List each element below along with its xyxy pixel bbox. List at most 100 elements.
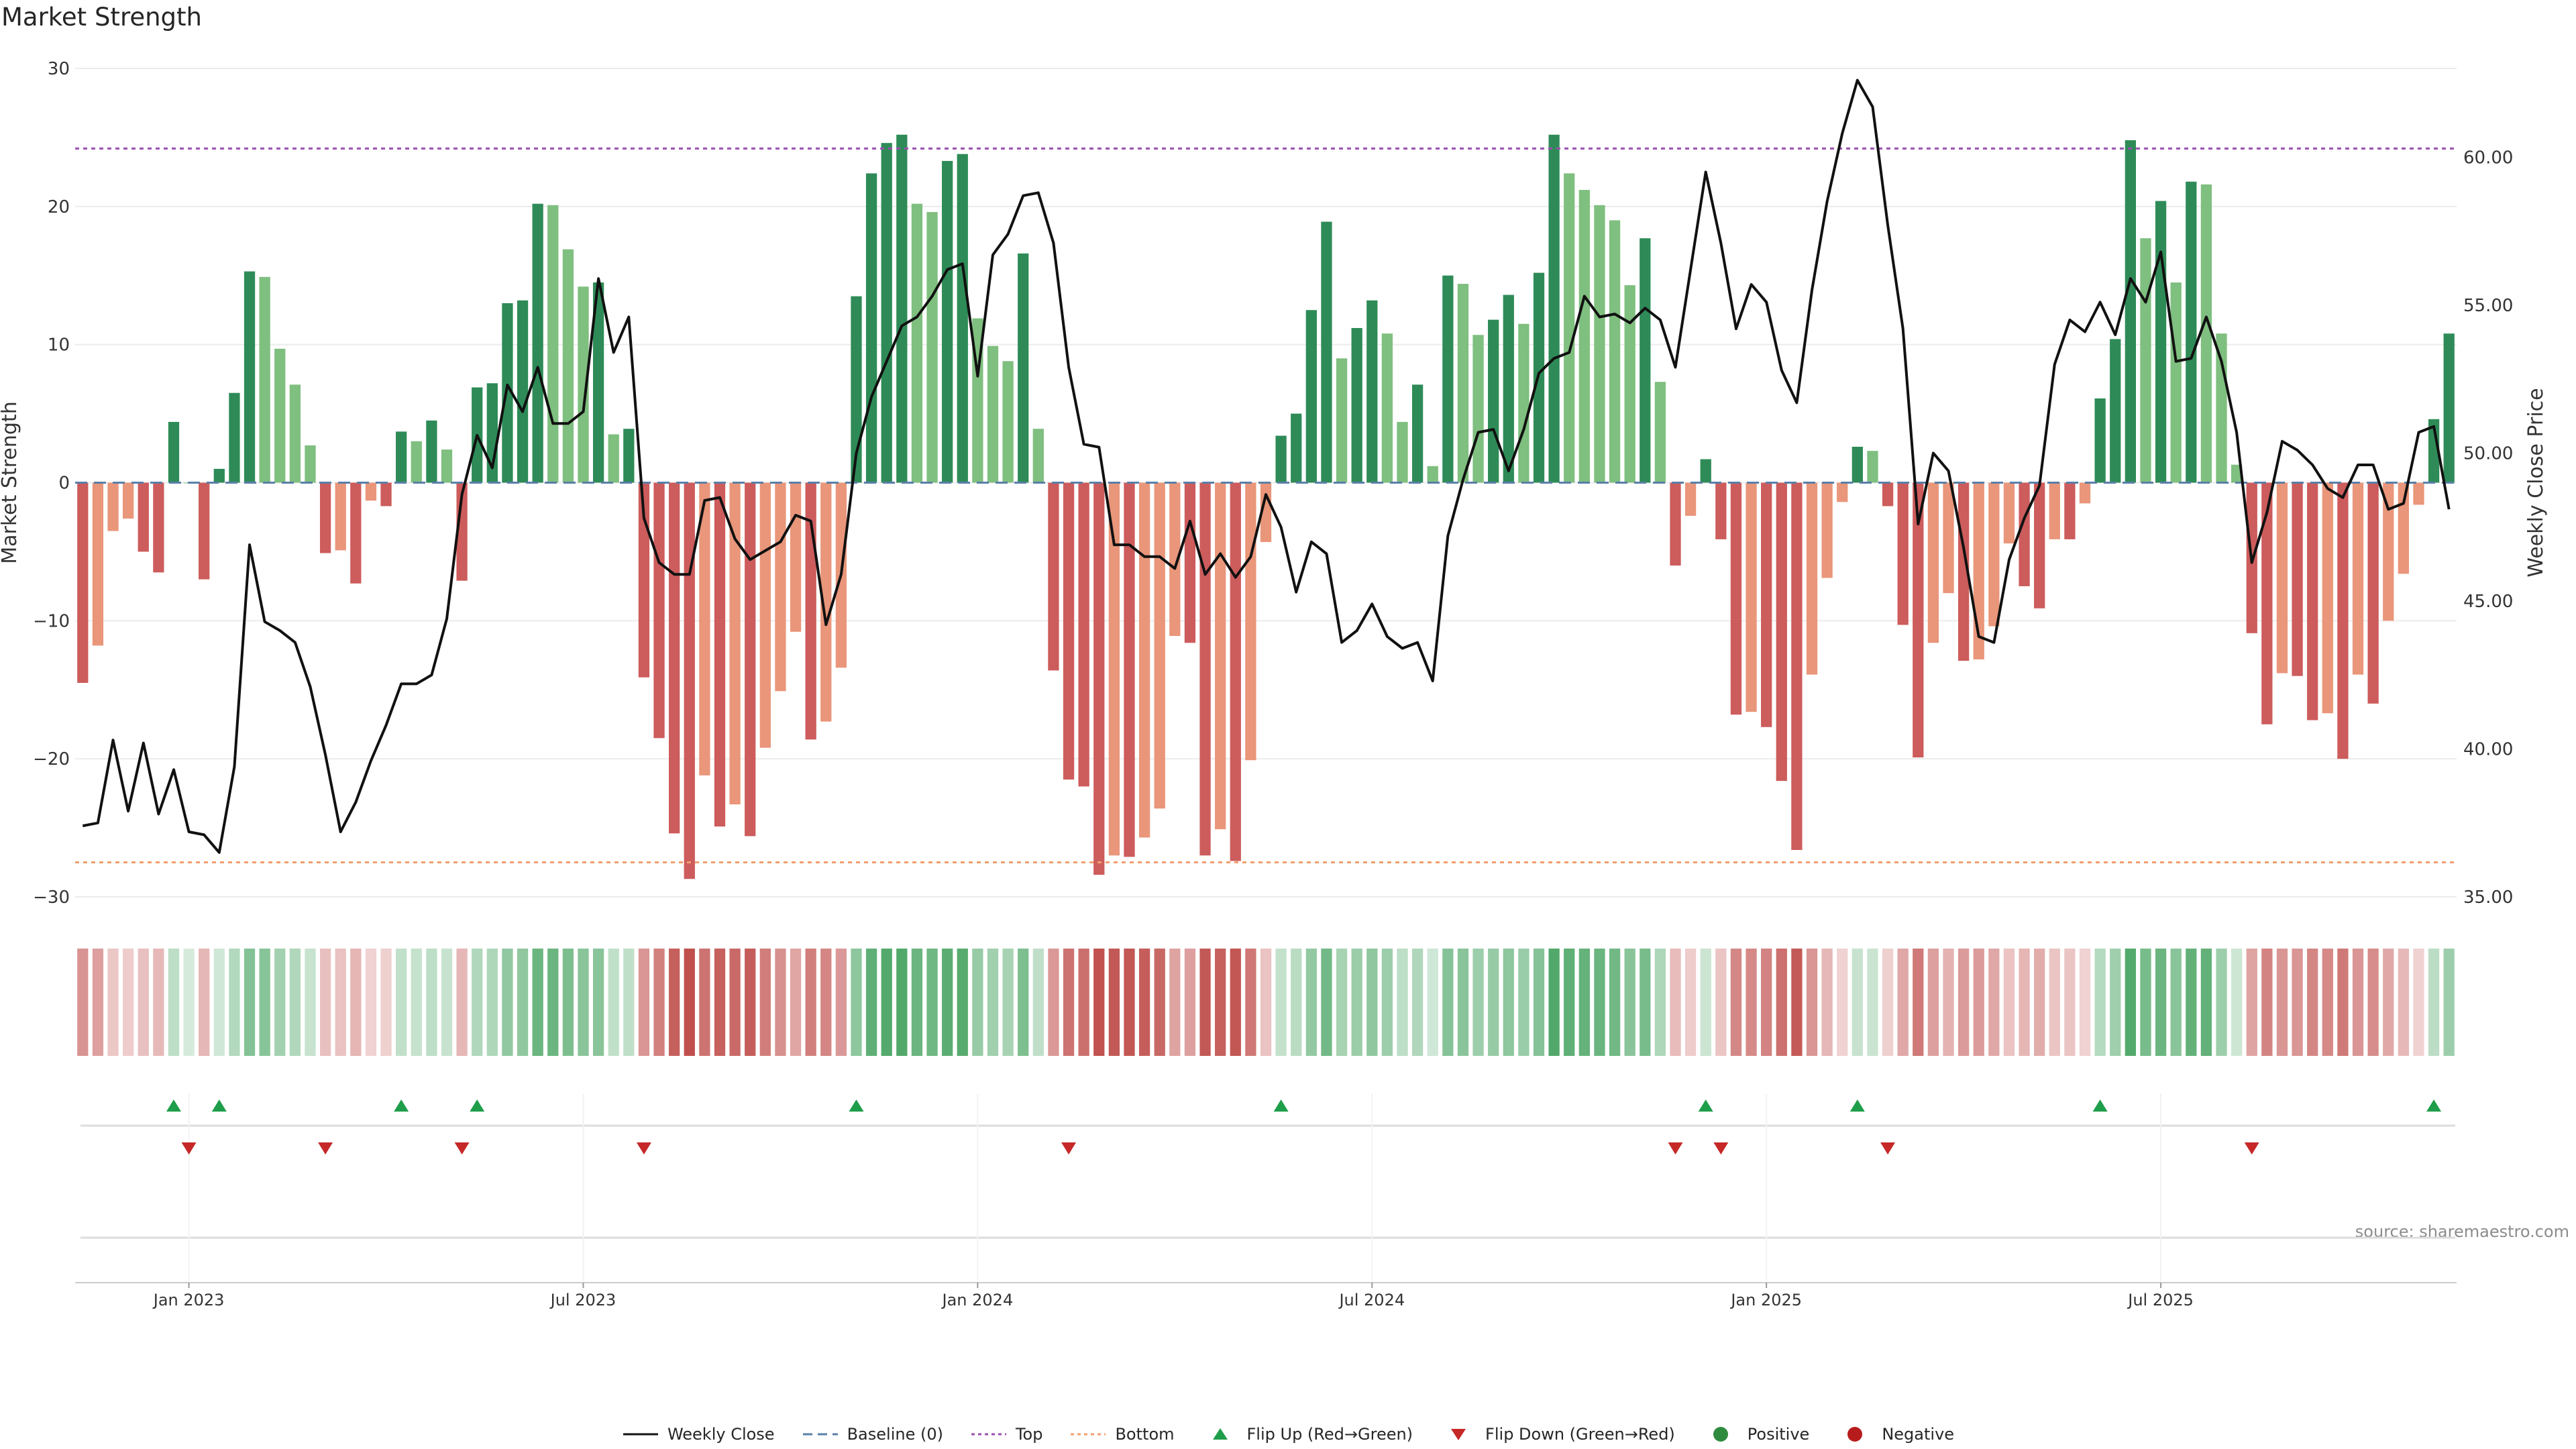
heatmap-cell — [1867, 949, 1878, 1056]
positive-strength-bar — [896, 134, 908, 483]
flip-down-marker — [318, 1142, 333, 1155]
heatmap-cell — [1366, 949, 1378, 1056]
heatmap-cell — [2003, 949, 2015, 1056]
heatmap-cell — [790, 949, 802, 1056]
positive-strength-bar — [1654, 382, 1666, 483]
positive-strength-bar — [1442, 275, 1454, 483]
positive-strength-bar — [1291, 413, 1302, 483]
heatmap-cell — [1048, 949, 1059, 1056]
negative-strength-bar — [1093, 482, 1105, 875]
heatmap-cell — [2216, 949, 2227, 1056]
negative-strength-bar — [319, 482, 331, 553]
negative-strength-bar — [699, 482, 710, 775]
heatmap-cell — [1943, 949, 1954, 1056]
heatmap-cell — [1837, 949, 1848, 1056]
heatmap-cell — [745, 949, 756, 1056]
negative-strength-bar — [1063, 482, 1075, 780]
heatmap-cell — [1715, 949, 1727, 1056]
left-tick-label: −10 — [33, 611, 70, 631]
positive-strength-bar — [2155, 201, 2167, 483]
positive-strength-bar — [1578, 190, 1590, 483]
legend-label: Flip Down (Green→Red) — [1485, 1425, 1675, 1444]
left-tick-label: −30 — [33, 888, 70, 908]
negative-strength-bar — [1730, 482, 1742, 715]
heatmap-cell — [2019, 949, 2030, 1056]
heatmap-cell — [699, 949, 710, 1056]
positive-strength-bar — [1427, 466, 1438, 483]
heatmap-cell — [653, 949, 665, 1056]
heatmap-cell — [365, 949, 377, 1056]
legend: Weekly Close Baseline (0) Top Bottom Flip Up… — [0, 1425, 2576, 1444]
positive-strength-bar — [1381, 333, 1393, 483]
flip-down-marker — [2244, 1142, 2259, 1155]
positive-strength-bar — [957, 154, 968, 483]
heatmap-cell — [229, 949, 240, 1056]
weekly-close-line — [82, 78, 2451, 854]
strength-heatmap-strip — [77, 949, 2455, 1056]
heatmap-cell — [942, 949, 953, 1056]
heatmap-cell — [2231, 949, 2243, 1056]
right-tick-label: 35.00 — [2463, 888, 2513, 908]
heatmap-cell — [1851, 949, 1863, 1056]
heatmap-cell — [1411, 949, 1424, 1056]
positive-strength-bar — [229, 392, 240, 483]
flip-down-marker — [1668, 1142, 1683, 1155]
heatmap-cell — [1670, 949, 1681, 1056]
heatmap-cell — [168, 949, 180, 1056]
flip-up-marker — [1849, 1099, 1865, 1112]
heatmap-cell — [2064, 949, 2076, 1056]
heatmap-cell — [2246, 949, 2257, 1056]
heatmap-cell — [92, 949, 104, 1056]
negative-strength-bar — [2383, 482, 2394, 621]
heatmap-cell — [669, 949, 680, 1056]
x-tick-label: Jan 2025 — [1729, 1291, 1802, 1309]
heatmap-cell — [472, 949, 483, 1056]
positive-strength-bar — [244, 271, 256, 483]
left-axis-title: Market Strength — [0, 401, 21, 564]
positive-strength-bar — [1594, 205, 1605, 483]
heatmap-cell — [1018, 949, 1029, 1056]
negative-strength-bar — [1715, 482, 1727, 539]
negative-strength-bar — [729, 482, 741, 805]
heatmap-cell — [2049, 949, 2060, 1056]
flip-up-marker — [470, 1099, 485, 1112]
positive-strength-bar — [502, 303, 513, 483]
negative-strength-bar — [1684, 482, 1697, 516]
positive-strength-bar — [532, 203, 543, 483]
negative-strength-bar — [653, 482, 665, 739]
heatmap-cell — [2352, 949, 2364, 1056]
negative-strength-bar — [2003, 482, 2015, 544]
heatmap-cell — [2125, 949, 2136, 1056]
legend-item: Flip Down (Green→Red) — [1440, 1425, 1675, 1444]
heatmap-cell — [1640, 949, 1651, 1056]
heatmap-cell — [1184, 949, 1196, 1056]
heatmap-cell — [2276, 949, 2288, 1056]
heatmap-cell — [441, 949, 453, 1056]
heatmap-cell — [1260, 949, 1272, 1056]
heatmap-cell — [1305, 949, 1317, 1056]
x-tick-label: Jan 2024 — [941, 1291, 1014, 1309]
negative-strength-bar — [1199, 482, 1211, 856]
heatmap-cell — [1927, 949, 1939, 1056]
legend-symbol — [1212, 1428, 1228, 1440]
heatmap-cell — [1488, 949, 1499, 1056]
negative-strength-bar — [1230, 482, 1241, 861]
heatmap-cell — [2413, 949, 2424, 1056]
heatmap-cell — [608, 949, 619, 1056]
flip-down-marker — [1713, 1142, 1729, 1155]
negative-strength-bar — [77, 482, 89, 683]
negative-strength-bar — [2079, 482, 2091, 504]
legend-label: Flip Up (Red→Green) — [1246, 1425, 1413, 1444]
positive-strength-bar — [1366, 300, 1378, 483]
positive-strength-bar — [881, 143, 892, 483]
negative-strength-bar — [684, 482, 695, 879]
heatmap-cell — [77, 949, 89, 1056]
right-tick-label: 55.00 — [2463, 296, 2513, 316]
heatmap-cell — [380, 949, 392, 1056]
heatmap-cell — [532, 949, 543, 1056]
positive-strength-bar — [1867, 451, 1878, 483]
positive-strength-bar — [1351, 327, 1362, 483]
heatmap-cell — [1791, 949, 1803, 1056]
x-tick-label: Jul 2023 — [549, 1291, 616, 1309]
heatmap-cell — [1215, 949, 1226, 1056]
